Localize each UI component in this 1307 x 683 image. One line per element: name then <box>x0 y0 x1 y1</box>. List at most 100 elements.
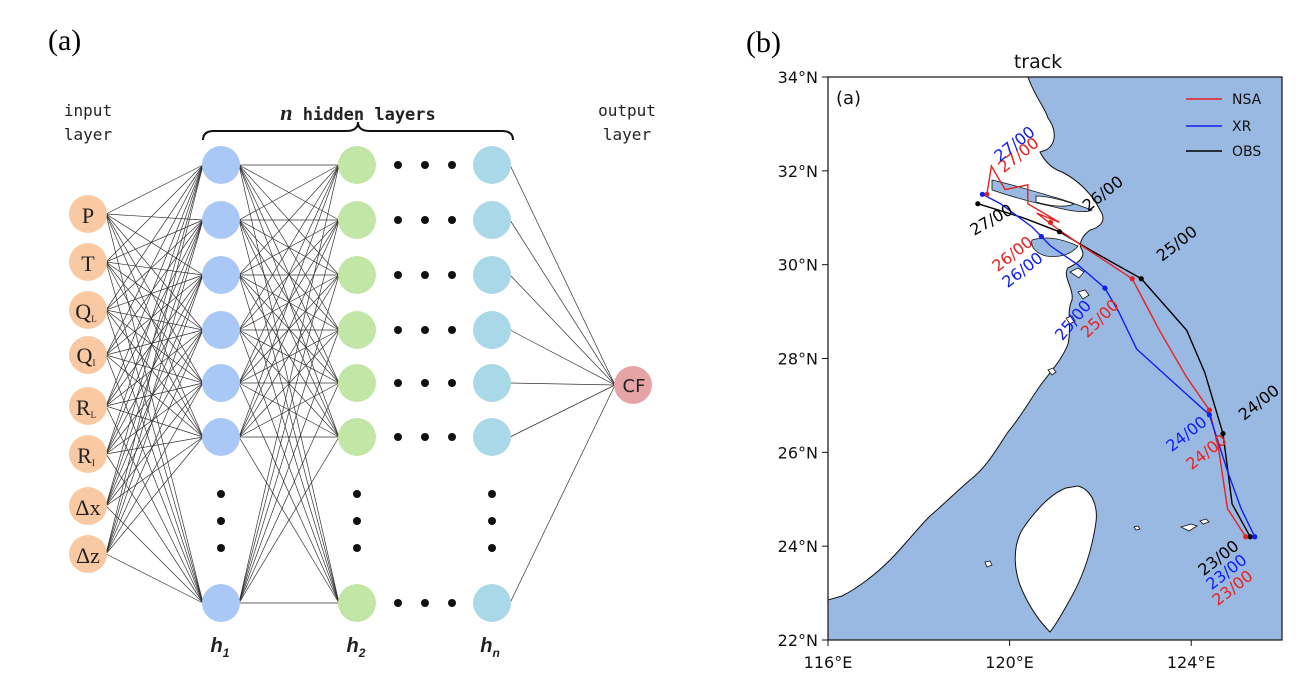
output-layer-title-line2: layer <box>603 125 652 144</box>
h-ellipsis-dot-4-1 <box>421 379 429 387</box>
edge-h1-h2-5-2 <box>238 274 340 438</box>
edge-in-h1-1-4 <box>105 261 204 384</box>
edge-in-h1-7-0 <box>105 164 204 555</box>
v-ellipsis-dot-2-0 <box>488 490 496 498</box>
h1-node-4 <box>202 364 240 402</box>
output-node <box>614 366 652 404</box>
edge-in-h1-4-6 <box>105 405 204 604</box>
h-ellipsis-dot-6-2 <box>448 599 456 607</box>
x-tick-label-2: 124°E <box>1167 653 1216 672</box>
h1-node-5 <box>202 418 240 456</box>
edge-hn-out-4 <box>509 382 616 386</box>
h1-node-2 <box>202 256 240 294</box>
y-tick-label-6: 34°N <box>778 68 818 87</box>
edge-h1-h2-6-4 <box>238 382 340 604</box>
edge-in-h1-0-3 <box>105 213 204 331</box>
edge-in-h1-4-5 <box>105 405 204 438</box>
h1-node-3 <box>202 311 240 349</box>
edge-hn-out-2 <box>509 274 616 386</box>
ellipsis-dots <box>217 161 496 607</box>
h-ellipsis-dot-1-0 <box>394 216 402 224</box>
track-lines <box>977 164 1256 538</box>
edge-in-h1-2-2 <box>105 274 204 311</box>
v-ellipsis-dot-2-2 <box>488 544 496 552</box>
legend-label-xr: XR <box>1232 119 1252 135</box>
legend-label-obs: OBS <box>1232 144 1261 160</box>
edge-in-h1-2-0 <box>105 164 204 311</box>
edge-in-h1-0-2 <box>105 213 204 276</box>
edge-in-h1-1-5 <box>105 261 204 438</box>
edge-in-h1-5-2 <box>105 274 204 455</box>
legend: NSA XR OBS <box>1186 92 1262 160</box>
v-ellipsis-dot-0-2 <box>217 544 225 552</box>
h-ellipsis-dot-5-2 <box>448 433 456 441</box>
h1-node-6 <box>202 584 240 622</box>
edge-hn-out-5 <box>509 384 616 438</box>
track-marker-xr-27-00 <box>979 191 985 197</box>
hidden-layers-title: n hidden layers <box>280 100 436 125</box>
edge-in-h1-3-5 <box>105 354 204 438</box>
input-label-ql: QL <box>75 299 96 324</box>
input-label-qi: QI <box>77 343 96 368</box>
h2-node-1 <box>338 201 376 239</box>
edge-in-h1-3-4 <box>105 354 204 384</box>
v-ellipsis-dot-0-1 <box>217 517 225 525</box>
edge-in-h1-6-4 <box>105 382 204 507</box>
hn-node-0 <box>473 146 511 184</box>
taiwan-island <box>1014 485 1097 633</box>
edge-h1-h2-5-4 <box>238 382 340 438</box>
track-marker-nsa-27-00 <box>984 191 990 197</box>
edge-in-h1-0-4 <box>105 213 204 384</box>
output-layer-title-line1: output <box>598 101 656 120</box>
hn-node-6 <box>473 584 511 622</box>
input-layer-title-line2: layer <box>64 125 113 144</box>
edge-in-h1-7-6 <box>105 553 204 604</box>
track-line-xr <box>982 193 1256 538</box>
track-markers <box>975 191 1258 540</box>
input-node-3 <box>69 336 107 374</box>
h-ellipsis-dot-6-1 <box>421 599 429 607</box>
edge-hn-out-1 <box>509 219 616 386</box>
edge-in-h1-6-6 <box>105 505 204 604</box>
map-title: track <box>1014 51 1062 73</box>
edge-in-h1-3-0 <box>105 164 204 356</box>
edge-in-h1-1-0 <box>105 164 204 263</box>
input-label-dz: Δz <box>76 543 100 568</box>
track-marker-obs-24-00 <box>1220 430 1226 437</box>
hangzhou-bay <box>1031 237 1079 257</box>
h-ellipsis-dot-3-1 <box>421 326 429 334</box>
v-ellipsis-dot-1-2 <box>353 544 361 552</box>
input-node-7 <box>69 535 107 573</box>
input-label-dx: Δx <box>75 495 100 520</box>
edge-in-h1-1-3 <box>105 261 204 331</box>
input-label-t: T <box>81 251 95 276</box>
edge-in-h1-1-6 <box>105 261 204 604</box>
edge-in-h1-4-0 <box>105 164 204 407</box>
hidden-layers-n: n <box>280 100 292 125</box>
input-node-0 <box>69 195 107 233</box>
edge-in-h1-0-0 <box>105 164 204 215</box>
hidden-layers-brace <box>202 121 514 141</box>
h-ellipsis-dot-2-1 <box>421 271 429 279</box>
edge-in-h1-2-1 <box>105 219 204 311</box>
h2-node-4 <box>338 364 376 402</box>
track-line-obs <box>977 203 1251 538</box>
edge-in-h1-4-1 <box>105 219 204 407</box>
h2-node-6 <box>338 584 376 622</box>
y-tick-label-3: 28°N <box>778 350 818 369</box>
h-ellipsis-dot-0-2 <box>448 161 456 169</box>
edge-in-h1-6-1 <box>105 219 204 507</box>
edge-in-h1-7-5 <box>105 436 204 555</box>
edge-in-h1-0-1 <box>105 213 204 221</box>
edge-in-h1-7-1 <box>105 219 204 555</box>
v-ellipsis-dot-1-1 <box>353 517 361 525</box>
input-layer-title-line1: input <box>64 101 112 120</box>
h-ellipsis-dot-3-0 <box>394 326 402 334</box>
h2-node-3 <box>338 311 376 349</box>
network-nodes <box>69 146 652 622</box>
edge-hn-out-6 <box>509 384 616 604</box>
x-tick-label-0: 116°E <box>804 653 853 672</box>
track-marker-obs-23-00 <box>1247 534 1253 540</box>
edge-in-h1-0-6 <box>105 213 204 604</box>
